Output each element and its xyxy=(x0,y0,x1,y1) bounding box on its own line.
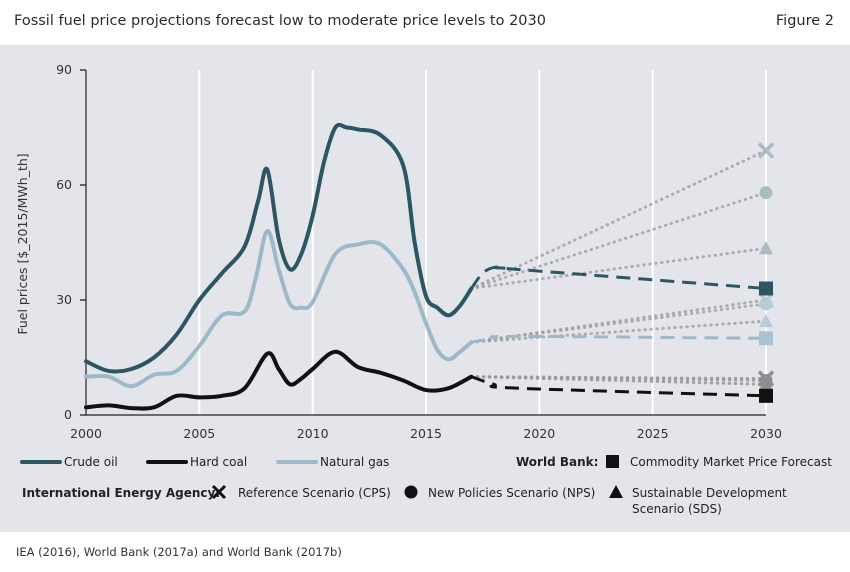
x-marker-icon xyxy=(211,484,227,500)
projection-worldbank-gas xyxy=(471,334,767,344)
marker-x-crude-stroke-b xyxy=(757,142,775,159)
y-tick-label-60: 60 xyxy=(56,177,72,192)
gridlines xyxy=(85,70,767,415)
marker-worldbank-coal xyxy=(759,388,773,403)
legend-cps-label: Reference Scenario (CPS) xyxy=(238,486,391,500)
y-axis-label: Fuel prices [$_2015/MWh_th] xyxy=(15,153,30,334)
x-tick-label-2025: 2025 xyxy=(637,426,669,441)
chart-area: 2000 2005 2010 2015 2020 2025 2030 0 30 60 90 Fuel… xyxy=(15,62,832,516)
projection-x-crude xyxy=(469,149,768,290)
circle-marker-icon xyxy=(404,485,418,499)
y-tick-label-30: 30 xyxy=(56,292,72,307)
projection-circle-crude xyxy=(469,191,768,290)
y-tick-label-90: 90 xyxy=(56,62,72,77)
marker-triangle-coal xyxy=(759,377,773,391)
square-marker-icon xyxy=(606,455,619,468)
source-note: IEA (2016), World Bank (2017a) and World… xyxy=(16,545,342,559)
triangle-marker-icon xyxy=(609,485,623,498)
x-tick-label-2005: 2005 xyxy=(183,426,215,441)
legend-sds-label-line2: Scenario (SDS) xyxy=(632,502,722,516)
legend-iea-title: International Energy Agency: xyxy=(22,486,220,500)
legend-coal-label: Hard coal xyxy=(190,455,247,469)
legend-crude-label: Crude oil xyxy=(64,455,118,469)
series-gas xyxy=(84,228,474,389)
chart-title: Fossil fuel price projections forecast l… xyxy=(14,13,546,29)
x-tick-label-2015: 2015 xyxy=(410,426,442,441)
marker-circle-gas xyxy=(759,297,773,311)
projection-circle-gas xyxy=(469,302,768,344)
projection-triangle-crude xyxy=(469,246,768,290)
projection-lines xyxy=(469,149,768,398)
axes: 2000 2005 2010 2015 2020 2025 2030 0 30 60 90 xyxy=(56,62,782,441)
legend-sds-label-line1: Sustainable Development xyxy=(632,486,787,500)
y-tick-label-0: 0 xyxy=(64,407,72,422)
marker-x-crude xyxy=(757,142,775,159)
marker-triangle-gas xyxy=(759,314,773,328)
projection-x-coal xyxy=(469,375,768,381)
projection-worldbank-coal xyxy=(470,375,767,398)
projection-markers xyxy=(757,142,775,403)
series-coal xyxy=(84,349,474,411)
figure-label: Figure 2 xyxy=(775,13,834,29)
legend-gas-label: Natural gas xyxy=(320,455,389,469)
marker-circle-crude xyxy=(759,186,773,200)
x-tick-label-2010: 2010 xyxy=(297,426,329,441)
footer-bar: IEA (2016), World Bank (2017a) and World… xyxy=(0,532,850,572)
marker-triangle-crude xyxy=(759,241,773,255)
x-tick-label-2020: 2020 xyxy=(523,426,555,441)
historical-lines xyxy=(84,122,474,411)
marker-worldbank-crude xyxy=(759,281,773,296)
header-bar: Fossil fuel price projections forecast l… xyxy=(0,0,850,45)
x-tick-label-2030: 2030 xyxy=(750,426,782,441)
marker-worldbank-gas xyxy=(759,331,773,346)
projection-triangle-coal xyxy=(469,375,768,386)
legend-nps-label: New Policies Scenario (NPS) xyxy=(428,486,595,500)
projection-triangle-gas xyxy=(469,319,768,344)
projection-circle-coal xyxy=(469,375,768,382)
series-crude xyxy=(84,122,474,374)
legend: Crude oil Hard coal Natural gas World Ba… xyxy=(20,455,832,516)
projection-worldbank-crude xyxy=(470,265,767,290)
legend-worldbank-item: Commodity Market Price Forecast xyxy=(630,455,832,469)
legend-worldbank-title: World Bank: xyxy=(516,455,598,469)
x-tick-label-2000: 2000 xyxy=(70,426,102,441)
